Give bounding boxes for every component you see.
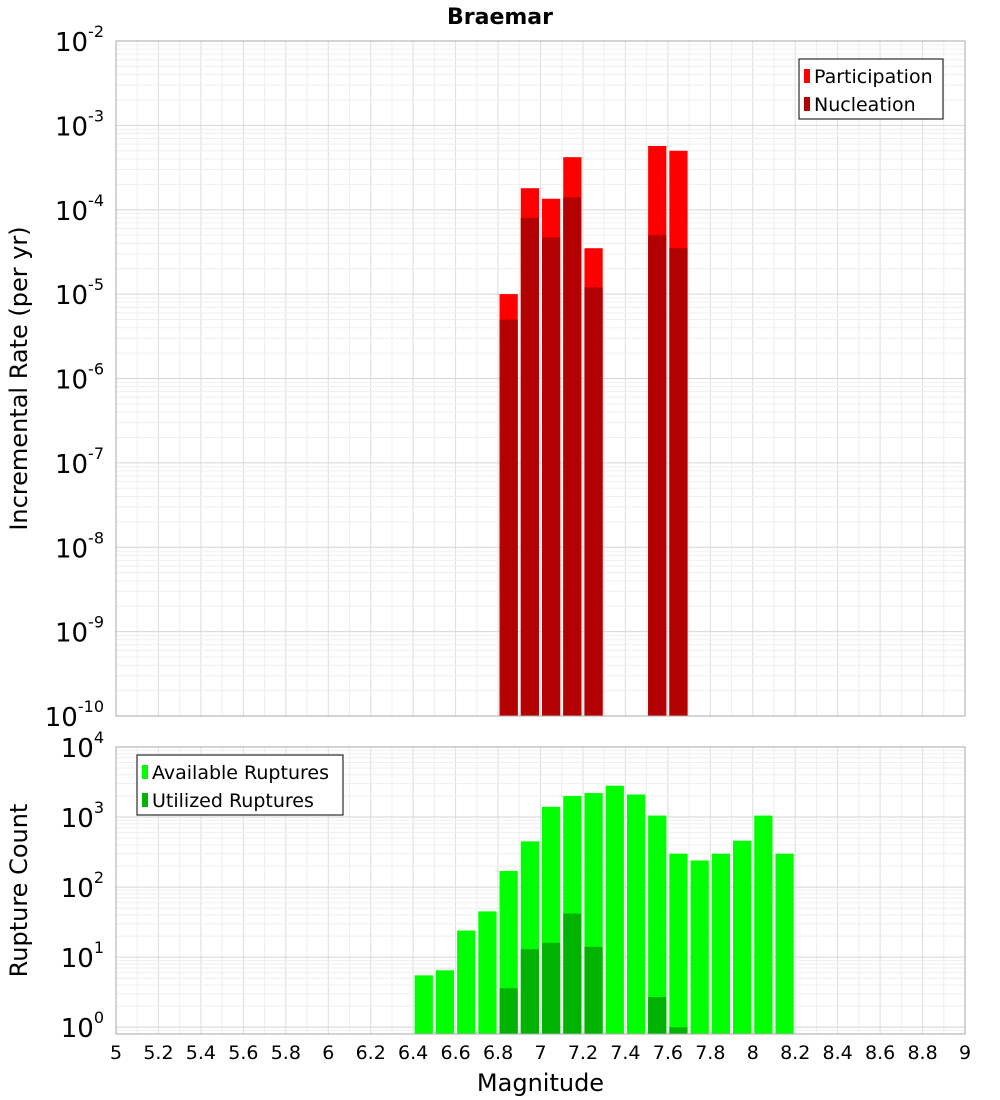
bar-nucleation <box>584 287 603 716</box>
y-tick-label: 102 <box>61 868 104 904</box>
y-tick-label: 100 <box>61 1008 104 1044</box>
bar-available-ruptures <box>775 853 794 1034</box>
y-tick-label: 10-5 <box>55 275 104 311</box>
legend-swatch <box>804 69 810 83</box>
x-tick-label: 7.2 <box>568 1042 598 1064</box>
x-tick-label: 5.8 <box>271 1042 301 1064</box>
y-tick-label: 10-3 <box>55 106 104 142</box>
bar-available-ruptures <box>478 911 497 1034</box>
bar-nucleation <box>520 217 539 716</box>
bar-available-ruptures <box>648 815 667 1034</box>
legend-swatch <box>142 765 148 779</box>
x-axis-title: Magnitude <box>477 1069 604 1097</box>
y-tick-label: 10-10 <box>45 697 104 733</box>
x-tick-label: 7.6 <box>653 1042 683 1064</box>
bar-nucleation <box>499 319 518 716</box>
legend-box <box>798 58 944 120</box>
rupture-count-plot: 100 101 102 103 104 Rupture Count Available Ru… <box>5 728 971 1097</box>
bar-available-ruptures <box>605 785 624 1034</box>
y-axis-title: Rupture Count <box>5 804 33 978</box>
x-tick-label: 8.4 <box>823 1042 853 1064</box>
x-tick-label: 8.6 <box>865 1042 895 1064</box>
x-tick-label: 5.6 <box>228 1042 258 1064</box>
x-tick-label: 8 <box>747 1042 759 1064</box>
bar-utilized-ruptures <box>499 988 518 1034</box>
x-tick-label: 7 <box>534 1042 546 1064</box>
y-tick-label: 10-4 <box>55 191 104 227</box>
bar-available-ruptures <box>754 815 773 1034</box>
x-tick-label: 6.6 <box>440 1042 470 1064</box>
rate-plot: 10-10 10-9 10-8 10-7 10-6 10-5 10-4 10-3 10-2 Inc… <box>5 22 966 733</box>
legend-label: Utilized Ruptures <box>152 790 314 812</box>
bar-utilized-ruptures <box>648 996 667 1034</box>
bar-nucleation <box>669 248 688 717</box>
legend-box <box>136 754 344 816</box>
bar-available-ruptures <box>733 840 752 1034</box>
x-tick-label: 5.4 <box>186 1042 216 1064</box>
x-tick-label: 7.8 <box>695 1042 725 1064</box>
legend-label: Nucleation <box>814 94 916 116</box>
legend-label: Participation <box>814 66 933 88</box>
y-tick-label: 10-6 <box>55 360 104 396</box>
bar-available-ruptures <box>669 853 688 1034</box>
plot-border <box>115 40 966 717</box>
bar-utilized-ruptures <box>584 946 603 1034</box>
x-tick-label: 8.8 <box>907 1042 937 1064</box>
bar-nucleation <box>563 197 582 717</box>
legend-swatch <box>804 97 810 111</box>
bar-utilized-ruptures <box>563 913 582 1034</box>
legend-label: Available Ruptures <box>152 762 329 784</box>
bar-utilized-ruptures <box>542 942 561 1034</box>
x-tick-label: 6.2 <box>356 1042 386 1064</box>
y-axis-title: Incremental Rate (per yr) <box>5 226 33 530</box>
bar-available-ruptures <box>626 794 646 1034</box>
x-tick-label: 6.8 <box>483 1042 513 1064</box>
plot-border <box>115 746 966 1035</box>
y-tick-label: 10-8 <box>55 528 104 564</box>
bar-available-ruptures <box>690 860 709 1034</box>
x-tick-label: 5 <box>110 1042 122 1064</box>
x-tick-label: 9 <box>959 1042 971 1064</box>
bar-utilized-ruptures <box>669 1027 688 1034</box>
chart-title: Braemar <box>447 5 553 30</box>
bar-available-ruptures <box>711 853 731 1034</box>
x-tick-label: 6 <box>322 1042 334 1064</box>
y-tick-label: 101 <box>61 938 104 974</box>
y-tick-label: 104 <box>61 728 104 764</box>
x-tick-label: 8.2 <box>780 1042 810 1064</box>
bar-nucleation <box>542 237 561 716</box>
bar-nucleation <box>648 235 667 716</box>
x-tick-label: 6.4 <box>398 1042 428 1064</box>
y-tick-label: 10-7 <box>55 444 104 480</box>
y-tick-label: 103 <box>61 798 104 834</box>
x-tick-label: 7.4 <box>610 1042 640 1064</box>
legend-swatch <box>142 793 148 807</box>
y-tick-label: 10-9 <box>55 613 104 649</box>
bar-available-ruptures <box>414 975 433 1034</box>
bar-available-ruptures <box>435 970 455 1034</box>
bar-available-ruptures <box>457 930 476 1034</box>
x-tick-label: 5.2 <box>143 1042 173 1064</box>
y-tick-label: 10-2 <box>55 22 104 58</box>
bar-utilized-ruptures <box>520 949 539 1034</box>
